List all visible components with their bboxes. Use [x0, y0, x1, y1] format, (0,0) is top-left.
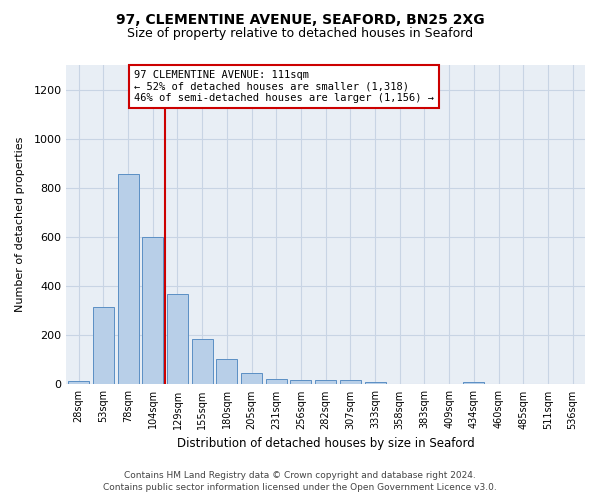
Bar — [340, 380, 361, 384]
Bar — [365, 382, 386, 384]
Bar — [118, 174, 139, 384]
Bar — [217, 358, 238, 384]
Bar — [191, 339, 212, 384]
Bar — [290, 380, 311, 384]
Bar — [93, 307, 114, 384]
Bar — [241, 372, 262, 384]
Bar — [266, 379, 287, 384]
Text: 97, CLEMENTINE AVENUE, SEAFORD, BN25 2XG: 97, CLEMENTINE AVENUE, SEAFORD, BN25 2XG — [116, 12, 484, 26]
Bar — [315, 380, 336, 384]
Bar — [167, 294, 188, 384]
Text: Size of property relative to detached houses in Seaford: Size of property relative to detached ho… — [127, 28, 473, 40]
Bar — [142, 237, 163, 384]
Bar — [463, 382, 484, 384]
Y-axis label: Number of detached properties: Number of detached properties — [15, 137, 25, 312]
Bar — [68, 380, 89, 384]
X-axis label: Distribution of detached houses by size in Seaford: Distribution of detached houses by size … — [177, 437, 475, 450]
Text: 97 CLEMENTINE AVENUE: 111sqm
← 52% of detached houses are smaller (1,318)
46% of: 97 CLEMENTINE AVENUE: 111sqm ← 52% of de… — [134, 70, 434, 103]
Text: Contains HM Land Registry data © Crown copyright and database right 2024.
Contai: Contains HM Land Registry data © Crown c… — [103, 471, 497, 492]
